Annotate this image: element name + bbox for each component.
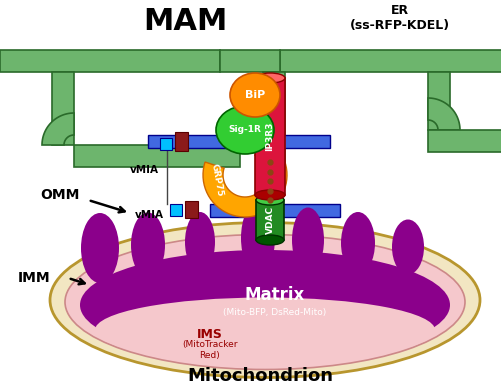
Ellipse shape [240, 202, 275, 274]
Ellipse shape [292, 207, 323, 273]
Polygon shape [148, 135, 229, 148]
Text: VDAC: VDAC [265, 206, 274, 234]
Ellipse shape [95, 298, 434, 362]
Polygon shape [0, 50, 219, 72]
Ellipse shape [340, 212, 374, 274]
Text: vMIA: vMIA [135, 210, 164, 220]
Polygon shape [255, 78, 285, 195]
Polygon shape [185, 201, 197, 218]
Text: OMM: OMM [40, 188, 79, 202]
Polygon shape [42, 113, 74, 145]
Text: vMIA: vMIA [130, 165, 159, 175]
Polygon shape [160, 138, 172, 150]
Ellipse shape [81, 213, 119, 283]
Polygon shape [427, 130, 501, 152]
Ellipse shape [215, 106, 274, 154]
Polygon shape [270, 135, 329, 148]
Ellipse shape [256, 235, 284, 245]
Ellipse shape [80, 250, 449, 360]
Ellipse shape [391, 220, 423, 275]
Text: BiP: BiP [244, 90, 265, 100]
Text: Sig-1R: Sig-1R [228, 126, 261, 134]
Polygon shape [263, 72, 285, 170]
Polygon shape [219, 50, 280, 72]
Text: (Mito-BFP, DsRed-Mito): (Mito-BFP, DsRed-Mito) [223, 308, 326, 316]
Text: GRP75: GRP75 [209, 163, 224, 197]
Polygon shape [256, 200, 284, 240]
Polygon shape [280, 204, 339, 217]
Polygon shape [175, 132, 188, 151]
Text: Mitochondrion: Mitochondrion [187, 367, 332, 384]
Polygon shape [209, 204, 260, 217]
Polygon shape [170, 204, 182, 216]
Ellipse shape [255, 190, 285, 200]
Text: Matrix: Matrix [244, 286, 305, 304]
Polygon shape [74, 145, 239, 167]
Ellipse shape [255, 73, 285, 83]
Ellipse shape [256, 195, 284, 205]
Ellipse shape [131, 212, 165, 278]
Polygon shape [52, 72, 74, 145]
Ellipse shape [229, 73, 280, 117]
Text: IMM: IMM [18, 271, 51, 285]
Polygon shape [280, 50, 501, 72]
Polygon shape [427, 98, 459, 130]
Text: IMS: IMS [197, 328, 222, 341]
Ellipse shape [185, 212, 214, 272]
Polygon shape [202, 137, 287, 217]
Text: (MitoTracker
Red): (MitoTracker Red) [182, 340, 237, 360]
Text: IP3R3: IP3R3 [265, 122, 274, 151]
Ellipse shape [65, 235, 464, 369]
Text: MAM: MAM [142, 8, 227, 36]
Text: ER
(ss-RFP-KDEL): ER (ss-RFP-KDEL) [349, 3, 449, 33]
Polygon shape [427, 72, 449, 130]
Ellipse shape [50, 222, 479, 377]
